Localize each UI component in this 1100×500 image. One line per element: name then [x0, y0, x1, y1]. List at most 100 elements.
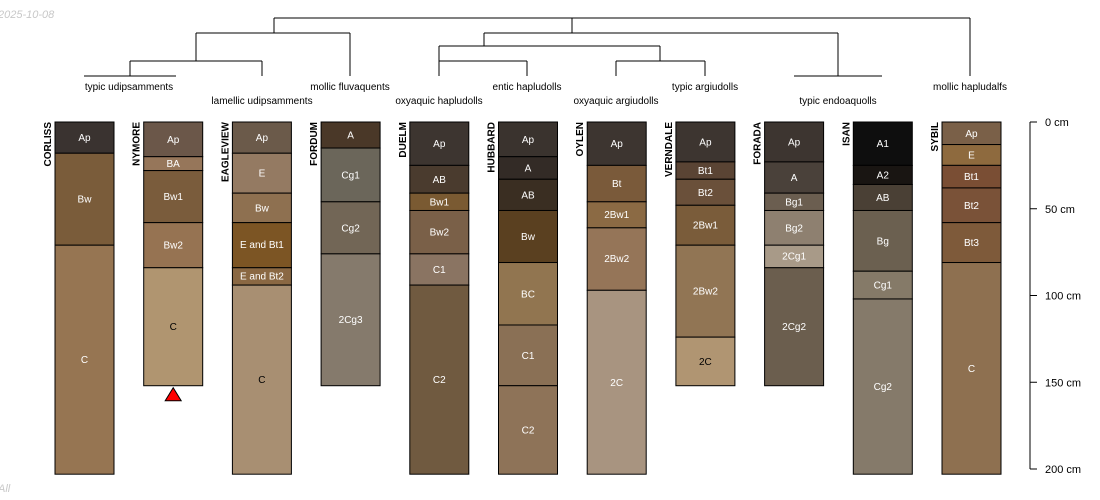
dendrogram: [84, 17, 971, 77]
horizon-label: C: [170, 322, 177, 333]
horizon-label: C2: [522, 425, 535, 436]
horizon-block: [54, 152, 115, 246]
horizon-label: Bw: [521, 232, 536, 243]
horizon-label: 2Bw2: [693, 286, 718, 297]
depth-tick-label: 50 cm: [1045, 204, 1075, 216]
horizon-block: [675, 244, 736, 338]
horizon-label: Bw: [78, 195, 93, 206]
depth-tick-label: 100 cm: [1045, 291, 1081, 303]
horizon-label: BC: [521, 289, 535, 300]
horizon-block: [409, 284, 470, 475]
horizon-block: [409, 121, 470, 166]
horizon-label: 2Bw2: [604, 254, 629, 265]
horizon-block: [675, 204, 736, 246]
horizon-block: [764, 161, 825, 194]
horizon-label: Bt1: [698, 166, 713, 177]
horizon-label: Cg2: [341, 223, 360, 234]
horizon-label: Bw1: [430, 197, 450, 208]
taxonomy-label: entic hapludolls: [493, 82, 562, 93]
horizon-label: C: [81, 355, 88, 366]
horizon-block: [586, 289, 647, 475]
horizon-label: 2Bw1: [693, 220, 718, 231]
profile-name: ISAN: [841, 122, 852, 146]
taxonomy-label: typic udipsamments: [85, 82, 173, 93]
taxonomy-label: oxyaquic hapludolls: [395, 96, 482, 107]
taxonomy-label: lamellic udipsamments: [211, 96, 312, 107]
horizon-label: Ap: [522, 135, 535, 146]
taxonomy-label: typic endoaquolls: [799, 96, 876, 107]
horizon-block: [764, 267, 825, 387]
horizon-block: [320, 147, 381, 203]
horizon-label: Bw2: [163, 241, 183, 252]
horizon-label: A: [791, 173, 798, 184]
horizon-block: [764, 209, 825, 246]
profile-corliss: CORLISS Ap Bw C: [43, 121, 115, 475]
horizon-label: Bw: [255, 203, 270, 214]
horizon-label: Bw2: [430, 228, 450, 239]
horizon-block: [143, 121, 204, 158]
profile-name: DUELM: [398, 122, 409, 158]
horizon-block: [941, 262, 1002, 475]
horizon-label: 2Bw1: [604, 210, 629, 221]
horizon-label: 2C: [610, 378, 623, 389]
horizon-block: [409, 164, 470, 194]
horizon-block: [498, 178, 558, 211]
profile-nymore: NYMORE Ap BA Bw1 Bw2 C: [132, 121, 204, 402]
horizon-label: AB: [521, 190, 535, 201]
horizon-block: [231, 121, 292, 154]
horizon-label: 2Cg2: [782, 322, 806, 333]
horizon-block: [498, 385, 558, 475]
horizon-label: A1: [877, 139, 890, 150]
date-stamp: 2025-10-08: [0, 9, 55, 21]
profile-name: SYBIL: [930, 122, 941, 151]
horizon-block: [852, 121, 913, 166]
depth-tick-label: 200 cm: [1045, 464, 1081, 476]
horizon-block: [675, 178, 736, 206]
profile-verndale: VERNDALE Ap Bt1 Bt2 2Bw1 2Bw2 2C: [664, 121, 736, 387]
horizon-block: [231, 284, 292, 475]
profile-name: OYLEN: [575, 122, 586, 156]
profile-name: HUBBARD: [487, 122, 498, 173]
horizon-label: E and Bt2: [240, 271, 284, 282]
horizon-label: A: [525, 163, 532, 174]
horizon-block: [852, 298, 913, 475]
horizon-label: Ap: [788, 137, 801, 148]
profile-forada: FORADA Ap A Bg1 Bg2 2Cg1 2Cg2: [753, 121, 825, 387]
horizon-label: C1: [522, 351, 535, 362]
horizon-label: 2Cg3: [339, 315, 363, 326]
horizon-label: 2Cg1: [782, 252, 806, 263]
profile-isan: ISAN A1 A2 AB Bg Cg1 Cg2: [841, 121, 913, 475]
horizon-label: Ap: [699, 137, 712, 148]
taxonomy-label: oxyaquic argiudolls: [573, 96, 658, 107]
horizon-label: A2: [877, 170, 890, 181]
horizon-label: Cg1: [341, 170, 360, 181]
horizon-block: [54, 121, 115, 154]
horizon-label: E: [259, 169, 266, 180]
horizon-label: Bg: [877, 236, 889, 247]
horizon-label: C: [968, 364, 975, 375]
profile-hubbard: HUBBARD Ap A AB Bw BC C1 C2: [487, 121, 558, 475]
corner-mark: All: [0, 483, 11, 495]
horizon-label: Ap: [167, 135, 180, 146]
horizon-label: Bw1: [163, 192, 183, 203]
horizon-block: [675, 121, 736, 163]
horizon-label: Cg2: [874, 382, 893, 393]
horizon-label: Ap: [256, 133, 269, 144]
horizon-label: Bt3: [964, 238, 979, 249]
profile-name: FORADA: [753, 122, 764, 165]
profile-oylen: OYLEN Ap Bt 2Bw1 2Bw2 2C: [575, 121, 647, 475]
profile-name: FORDUM: [309, 122, 320, 166]
horizon-label: Bt2: [964, 201, 979, 212]
horizon-label: E and Bt1: [240, 240, 284, 251]
horizon-label: AB: [876, 193, 890, 204]
horizon-label: Ap: [611, 139, 624, 150]
horizon-label: A: [347, 131, 354, 142]
horizon-block: [852, 270, 913, 300]
horizon-label: Ap: [433, 139, 446, 150]
horizon-label: Bt2: [698, 188, 713, 199]
profile-name: NYMORE: [132, 122, 143, 166]
profile-fordum: FORDUM A Cg1 Cg2 2Cg3: [309, 121, 381, 387]
horizon-block: [941, 222, 1002, 264]
horizon-label: E: [968, 150, 975, 161]
